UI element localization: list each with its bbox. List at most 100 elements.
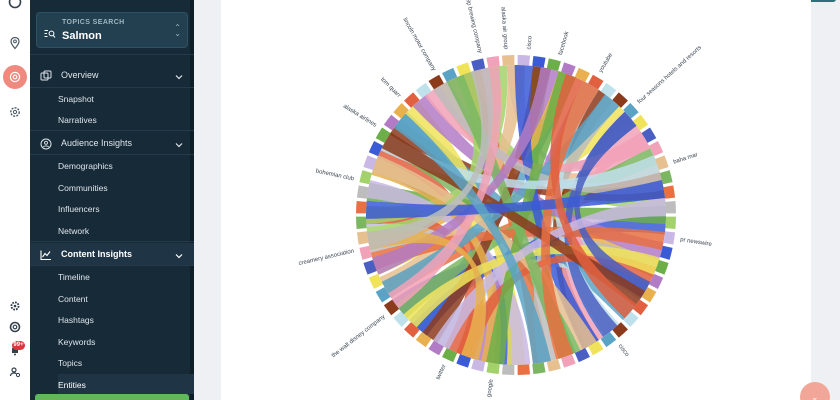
chord-label: twitter (435, 364, 447, 381)
chord-arc-segment (359, 245, 373, 260)
chord-arc-segment (456, 62, 471, 76)
chord-arc-segment (393, 103, 409, 119)
chord-arc-segment (632, 299, 649, 316)
chord-label: pr newswire (680, 237, 713, 248)
topics-search-value: Salmon (62, 30, 102, 42)
chord-ribbon (366, 179, 666, 219)
chord-arc-segment (393, 311, 409, 327)
chord-arcs (356, 55, 676, 375)
divider (30, 154, 194, 155)
chord-arc-segment (442, 67, 458, 82)
chord-ribbon (403, 244, 660, 328)
green-action-button[interactable] (35, 394, 189, 400)
chord-arc-segment (356, 216, 367, 230)
chord-arc-segment (363, 155, 377, 170)
chord-arc-segment (428, 340, 444, 356)
chord-arc-segment (456, 354, 471, 368)
icon-rail: 99+ (0, 0, 30, 400)
chord-label: google (486, 378, 495, 397)
chord-arc-segment (404, 322, 420, 338)
chord-arc-segment (375, 127, 391, 143)
chord-arc-segment (649, 273, 664, 289)
chord-label: four seasons hotels and resorts (637, 45, 703, 105)
chord-arc-segment (641, 127, 657, 143)
location-pin-icon[interactable] (7, 35, 23, 51)
chord-arc-segment (471, 58, 486, 72)
nav-item-content[interactable]: Content (58, 294, 88, 304)
chord-arc-segment (404, 92, 420, 108)
insights-icon[interactable] (3, 65, 27, 89)
chevron-down-icon (174, 69, 184, 80)
chat-widget-button[interactable]: ⌄ (800, 382, 830, 400)
topics-search-label: TOPICS SEARCH (62, 19, 125, 26)
overview-icon (40, 69, 52, 81)
overview-label: Overview (61, 70, 99, 80)
chord-arc-segment (375, 287, 391, 303)
nav-item-communities[interactable]: Communities (58, 183, 108, 193)
toolbar-button-small[interactable] (790, 0, 836, 2)
nav-section-overview[interactable]: Overview (30, 64, 194, 86)
chord-arc-segment (415, 82, 432, 99)
nav-item-hashtags[interactable]: Hashtags (58, 315, 94, 325)
chord-arc-segment (517, 364, 531, 375)
chord-arc-segment (665, 216, 676, 230)
gear-cluster-icon[interactable] (7, 104, 23, 120)
sidebar-scrollbar[interactable] (190, 0, 194, 400)
nav-item-demographics[interactable]: Demographics (58, 161, 113, 171)
chord-arc-segment (649, 141, 664, 157)
logo-icon[interactable] (7, 0, 23, 10)
chat-icon: ⌄ (811, 392, 819, 400)
chord-arc-segment (517, 55, 531, 66)
chord-label: cisco (617, 343, 631, 358)
divider (30, 241, 194, 242)
chord-ribbons (366, 64, 666, 366)
chord-label: tom quarr (379, 77, 401, 99)
main-content: alaska air group cisco facebook youtube four… (194, 0, 840, 400)
user-settings-icon[interactable] (7, 364, 23, 380)
help-icon[interactable] (7, 319, 23, 335)
chord-arc-segment (663, 231, 676, 245)
chord-arc-segment (486, 362, 500, 375)
chevron-updown-icon: ⌃ ⌄ (174, 23, 181, 38)
chord-arc-segment (471, 358, 486, 372)
nav-item-narratives[interactable]: Narratives (58, 115, 97, 125)
chord-arc-segment (356, 231, 369, 245)
nav-item-network[interactable]: Network (58, 226, 90, 236)
topics-search-selector[interactable]: TOPICS SEARCH Salmon ⌃ ⌄ (36, 12, 188, 48)
nav-item-topics[interactable]: Topics (58, 358, 83, 368)
nav-item-influencers[interactable]: Influencers (58, 204, 100, 214)
nav-item-timeline[interactable]: Timeline (58, 272, 90, 282)
chord-ribbon (381, 132, 646, 307)
nav-item-snapshot[interactable]: Snapshot (58, 94, 94, 104)
chord-ribbon (370, 226, 666, 270)
settings-icon[interactable] (7, 298, 23, 314)
chord-arc-segment (546, 58, 561, 72)
chord-label: alaska airlines (342, 103, 377, 128)
chord-arc-segment (612, 322, 628, 338)
divider (30, 87, 194, 88)
chord-arc-segment (612, 92, 628, 108)
chord-arc-segment (665, 200, 676, 214)
chord-label: alaska air group (499, 7, 508, 51)
nav-section-content-insights[interactable]: Content Insights (30, 243, 194, 265)
chord-label: yelp brewing company (463, 0, 482, 54)
nav-item-entities[interactable]: Entities (58, 380, 86, 390)
chord-label: baha mar (673, 152, 699, 166)
chord-arc-segment (363, 260, 377, 275)
chord-label: facebook (558, 30, 571, 56)
chord-label: youtube (598, 52, 614, 74)
sidebar: TOPICS SEARCH Salmon ⌃ ⌄ Overview Snapsho… (30, 0, 194, 400)
chord-arc-segment (600, 82, 617, 99)
chord-arc-segment (383, 299, 400, 316)
entity-chord-diagram: alaska air group cisco facebook youtube four… (298, 0, 713, 398)
chord-ribbon (381, 94, 620, 298)
chevron-down-icon (174, 137, 184, 148)
chord-arc-segment (356, 185, 369, 199)
nav-item-keywords[interactable]: Keywords (58, 337, 96, 347)
chord-ribbon (433, 198, 666, 350)
chord-ribbon (371, 157, 501, 365)
chord-arc-segment (588, 340, 604, 356)
chord-label: the walt disney company (331, 314, 386, 359)
chord-label: cisco (526, 35, 533, 50)
nav-section-audience-insights[interactable]: Audience Insights (30, 132, 194, 154)
